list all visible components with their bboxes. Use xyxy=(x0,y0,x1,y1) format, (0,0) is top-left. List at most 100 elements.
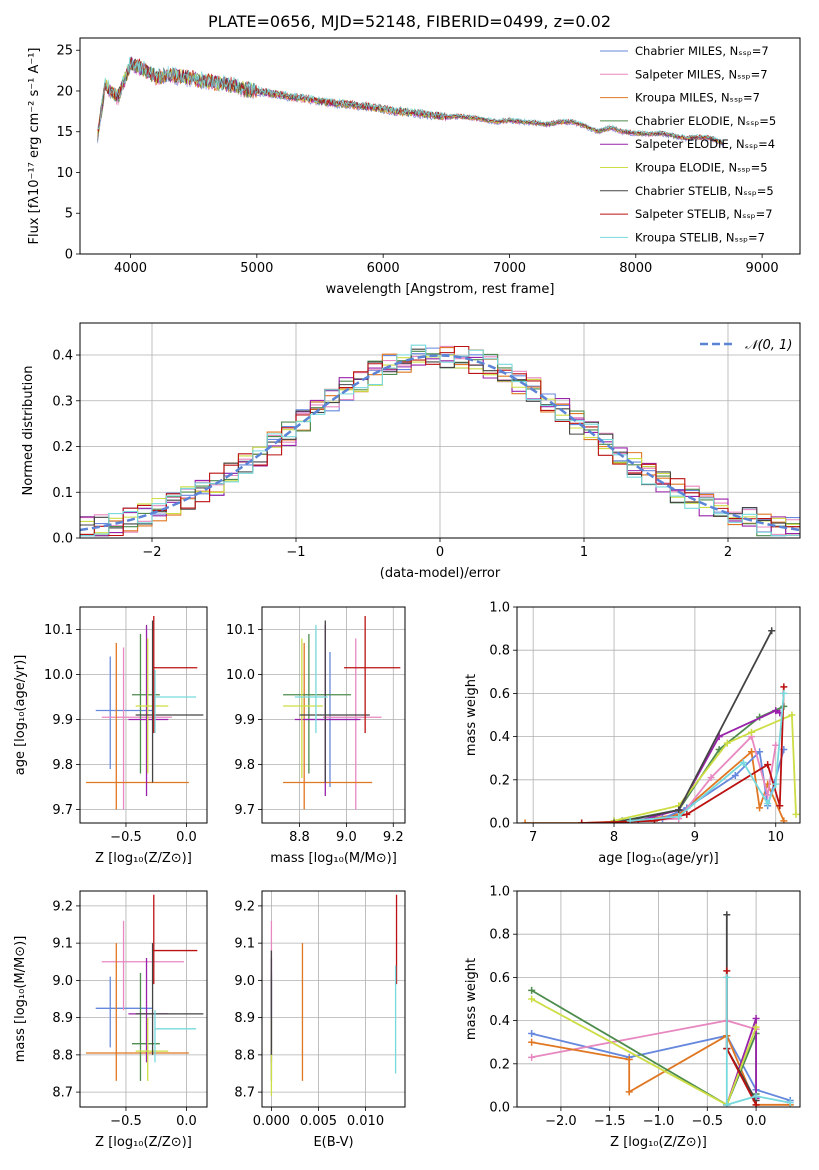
data-point xyxy=(153,616,198,733)
plus-marker xyxy=(788,711,796,719)
plus-marker xyxy=(578,819,586,823)
y-tick-label: 20 xyxy=(56,84,73,99)
plot-frame xyxy=(261,606,406,824)
weight-line xyxy=(725,914,757,1101)
legend-label: Kroupa ELODIE, Nₛₛₚ=5 xyxy=(635,161,768,175)
plus-marker xyxy=(752,1092,760,1100)
x-axis-label: Z [log₁₀(Z/Z⊙)] xyxy=(95,851,192,866)
plus-marker xyxy=(625,1055,633,1063)
x-tick-label: 0 xyxy=(436,545,444,560)
x-tick-label: 10 xyxy=(767,830,784,845)
y-tick-label: 8.7 xyxy=(52,1086,73,1101)
plot-frame xyxy=(79,37,801,255)
plus-marker xyxy=(747,748,755,756)
plus-marker xyxy=(752,1023,760,1031)
y-tick-label: 9.2 xyxy=(234,899,255,914)
y-tick-label: 0.4 xyxy=(52,349,73,364)
plus-marker xyxy=(792,810,800,818)
y-tick-label: 0.0 xyxy=(489,817,510,832)
x-axis-label: age [log₁₀(age/yr)] xyxy=(598,851,719,866)
x-tick-label: 8000 xyxy=(619,261,652,276)
plus-marker xyxy=(528,1053,536,1061)
x-tick-label: 2 xyxy=(724,545,732,560)
x-tick-label: 7000 xyxy=(493,261,526,276)
plus-marker xyxy=(723,973,731,981)
plus-marker xyxy=(776,802,784,810)
plus-marker xyxy=(610,819,618,823)
y-axis-label: Flux [fλ10⁻¹⁷ erg cm⁻² s⁻¹ A⁻¹] xyxy=(27,48,42,245)
y-tick-label: 9.9 xyxy=(52,713,73,728)
x-tick-label: 7 xyxy=(529,830,537,845)
x-tick-label: 0.000 xyxy=(253,1114,290,1129)
data-point xyxy=(283,643,373,810)
y-tick-label: 0.3 xyxy=(52,394,73,409)
plus-marker xyxy=(756,748,764,756)
weight-line xyxy=(725,977,791,1107)
y-tick-label: 9.9 xyxy=(234,713,255,728)
y-tick-label: 8.7 xyxy=(234,1086,255,1101)
plot-frame xyxy=(516,890,801,1108)
legend-label: Salpeter STELIB, Nₛₛₚ=7 xyxy=(635,207,773,221)
y-tick-label: 9.0 xyxy=(234,974,255,989)
y-tick-label: 0.0 xyxy=(52,532,73,547)
x-tick-label: 6000 xyxy=(367,261,400,276)
y-tick-label: 0.2 xyxy=(489,773,510,788)
y-tick-label: 0.8 xyxy=(489,644,510,659)
plus-marker xyxy=(772,707,780,715)
legend-label: Kroupa STELIB, Nₛₛₚ=7 xyxy=(635,230,765,244)
legend-label: 𝒩(0, 1) xyxy=(745,338,792,353)
data-point xyxy=(101,647,172,810)
data-point xyxy=(154,670,197,733)
spectrum-line xyxy=(97,57,724,143)
x-tick-label: −1.5 xyxy=(594,1114,626,1129)
data-point xyxy=(154,1010,197,1063)
plus-marker xyxy=(739,759,747,767)
weight-line xyxy=(630,734,777,822)
weight-line xyxy=(531,1034,791,1106)
plus-marker xyxy=(723,967,731,975)
data-point xyxy=(294,625,328,733)
y-tick-label: 10.0 xyxy=(44,668,73,683)
y-tick-label: 10 xyxy=(56,166,73,181)
x-tick-label: −1 xyxy=(286,545,305,560)
weight-line xyxy=(613,713,797,822)
weight-line xyxy=(581,686,785,823)
data-point xyxy=(283,638,323,778)
plus-marker xyxy=(747,728,755,736)
x-axis-label: (data-model)/error xyxy=(380,566,501,581)
y-axis-label: Normed distribution xyxy=(21,366,36,496)
plus-marker xyxy=(752,1014,760,1022)
plus-marker xyxy=(780,689,788,697)
x-axis-label: mass [log₁₀(M/M⊙)] xyxy=(270,851,397,866)
y-tick-label: 5 xyxy=(65,207,73,222)
weight-line xyxy=(531,998,757,1107)
x-tick-label: 0.005 xyxy=(300,1114,337,1129)
plot-frame xyxy=(79,890,208,1108)
y-tick-label: 1.0 xyxy=(489,885,510,900)
y-axis-label: mass [log₁₀(M/M⊙)] xyxy=(13,936,28,1063)
y-tick-label: 9.7 xyxy=(52,803,73,818)
plus-marker xyxy=(723,911,731,919)
plus-marker xyxy=(625,1088,633,1096)
plus-marker xyxy=(780,817,788,823)
weight-vs-age-panel: 7 8 9 10 0.0 0.2 0.4 0.6 0.8 1.0 age [log₁₀(age/yr… xyxy=(464,601,801,866)
data-point xyxy=(135,620,204,783)
x-axis-label: wavelength [Angstrom, rest frame] xyxy=(326,282,555,297)
age-vs-Z-panel: −0.5 0.0 9.7 9.8 9.9 10.0 10.1 Z [log₁₀(Z/Z⊙)] a… xyxy=(13,606,208,866)
y-tick-label: 0.4 xyxy=(489,1014,510,1029)
plus-marker xyxy=(626,817,634,823)
x-tick-label: 8 xyxy=(610,830,618,845)
y-tick-label: 0.6 xyxy=(489,971,510,986)
y-tick-label: 9.1 xyxy=(52,937,73,952)
residuals-panel: −2 −1 0 1 2 0.0 0.1 0.2 0.3 0.4 (data-model)/error… xyxy=(21,322,801,581)
y-tick-label: 15 xyxy=(56,125,73,140)
plus-marker xyxy=(528,986,536,994)
plus-marker xyxy=(772,780,780,788)
y-tick-label: 1.0 xyxy=(489,601,510,616)
plot-frame xyxy=(516,606,801,824)
y-tick-label: 25 xyxy=(56,44,73,59)
data-point xyxy=(283,634,352,774)
legend-label: Salpeter MILES, Nₛₛₚ=7 xyxy=(635,67,768,81)
y-axis-label: mass weight xyxy=(464,674,479,756)
data-point xyxy=(86,943,189,1081)
